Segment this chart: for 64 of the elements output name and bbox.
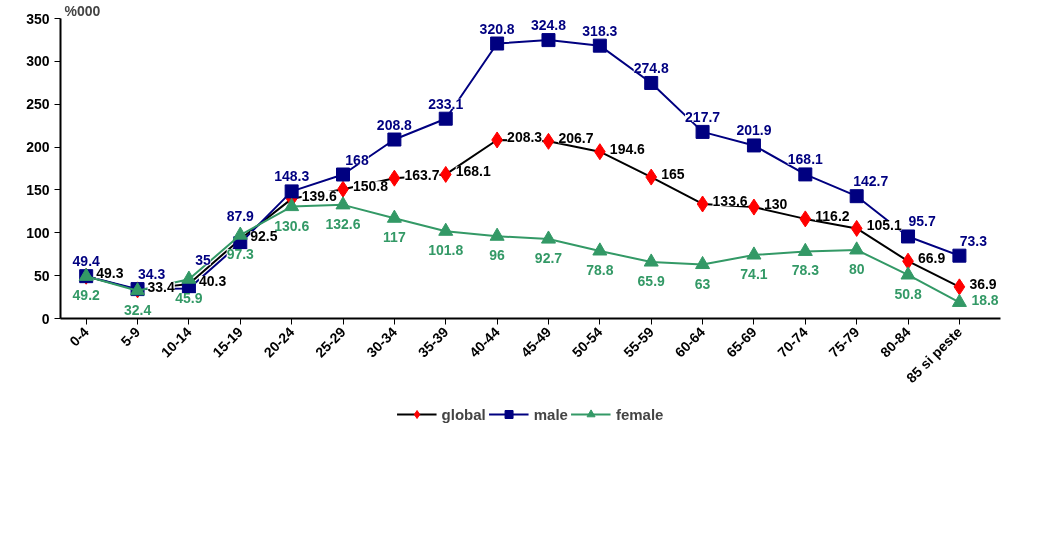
data-label: 142.7 (853, 173, 889, 190)
legend-label: female (615, 405, 664, 423)
data-label: 45.9 (175, 290, 203, 307)
data-label: 49.3 (96, 265, 124, 282)
data-label: 318.3 (582, 22, 618, 39)
y-tick-label: 0 (41, 310, 50, 327)
data-label: 168.1 (455, 163, 491, 180)
y-tick-label: 100 (26, 224, 50, 241)
data-label: 92.7 (534, 250, 563, 267)
data-label: 324.8 (530, 17, 567, 34)
data-label: 201.9 (736, 122, 772, 139)
y-tick-label: 350 (26, 10, 50, 27)
data-label: 78.3 (791, 262, 820, 279)
data-label: 95.7 (908, 213, 936, 230)
data-label: 233.1 (428, 95, 464, 112)
data-label: 66.9 (918, 250, 946, 267)
data-label: 87.9 (226, 208, 255, 225)
data-label: 80 (848, 260, 865, 277)
data-label: 18.8 (971, 292, 999, 309)
data-label: 208.3 (507, 128, 543, 145)
data-label: 165 (661, 166, 685, 183)
y-tick-label: 150 (26, 181, 50, 198)
data-label: 32.4 (123, 301, 152, 318)
data-label: 150.8 (353, 178, 389, 195)
data-label: 116.2 (815, 207, 850, 224)
data-label: 194.6 (609, 140, 646, 157)
x-tick-label: 0-4 (66, 323, 92, 350)
legend-label: global (441, 405, 486, 423)
legend-label: male (533, 405, 568, 423)
data-label: 163.7 (404, 167, 440, 184)
data-label: 96 (489, 247, 506, 264)
data-label: 49.2 (72, 287, 101, 304)
y-tick-label: 200 (26, 139, 50, 156)
y-tick-label: 250 (26, 96, 50, 113)
data-label: 217.7 (685, 108, 721, 125)
x-tick-label: 5-9 (117, 323, 144, 350)
data-label: 139.6 (301, 187, 337, 204)
data-label: 132.6 (325, 215, 361, 232)
y-tick-label: 300 (26, 53, 50, 70)
y-axis-title: %000 (64, 2, 101, 19)
y-tick-label: 50 (33, 267, 50, 284)
data-label: 148.3 (274, 168, 310, 185)
data-label: 74.1 (740, 265, 768, 282)
data-label: 130.6 (274, 217, 310, 234)
data-label: 130 (763, 196, 788, 213)
data-label: 73.3 (959, 232, 988, 249)
data-label: 50.8 (894, 285, 922, 302)
data-label: 168.1 (787, 151, 824, 168)
data-label: 35 (195, 252, 211, 269)
data-label: 40.3 (198, 272, 227, 289)
data-label: 101.8 (428, 242, 464, 259)
data-label: 133.6 (712, 192, 748, 209)
data-label: 117 (383, 229, 406, 246)
data-label: 274.8 (633, 59, 669, 76)
data-label: 105.1 (866, 217, 902, 234)
data-label: 320.8 (479, 20, 515, 37)
data-label: 206.7 (558, 130, 594, 147)
data-label: 63 (694, 275, 711, 292)
data-label: 65.9 (637, 273, 666, 290)
data-label: 208.8 (376, 116, 413, 133)
data-label: 36.9 (969, 275, 997, 292)
data-label: 78.8 (586, 261, 614, 278)
data-label: 168 (345, 151, 369, 168)
data-label: 97.3 (226, 246, 255, 263)
